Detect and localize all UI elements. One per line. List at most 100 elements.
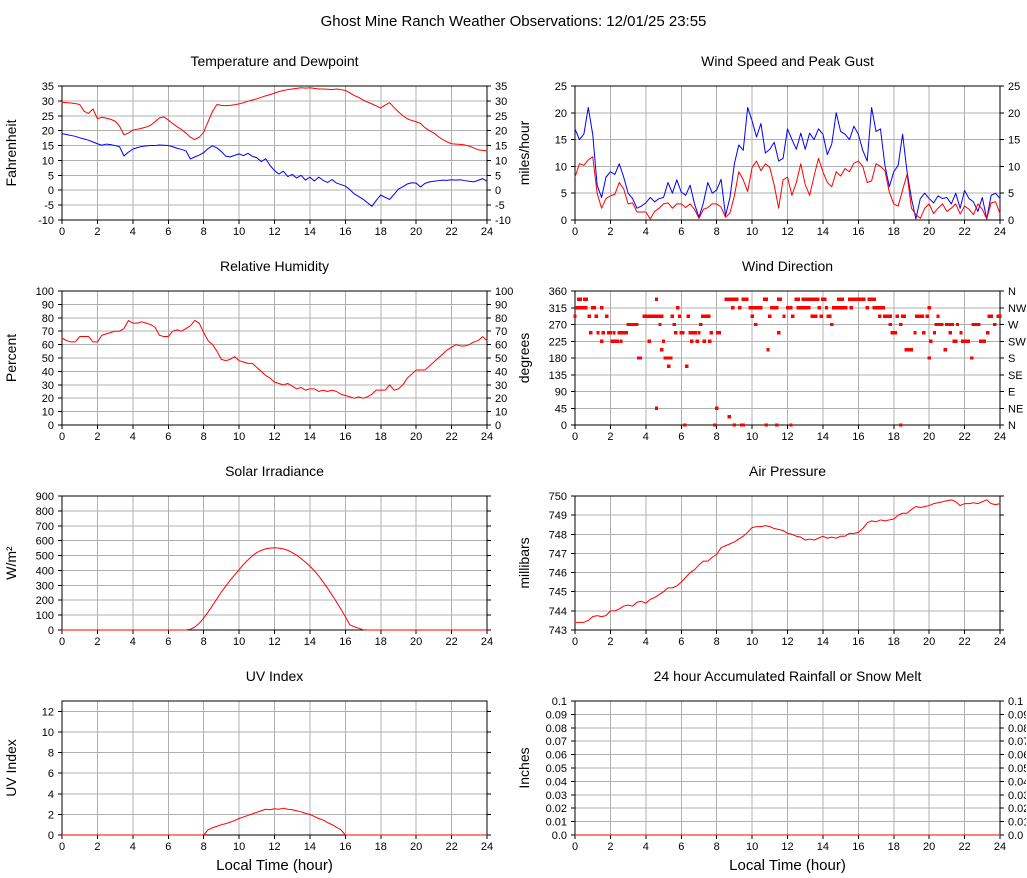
- x-tick-label: 4: [130, 226, 136, 238]
- chart-solar-irradiance: 0 2 4 6 8 10 12 14 16 18 20 22 24 0 100 200 300 400 500 600…: [0, 452, 513, 657]
- chart-wind-speed-gust: 0 2 4 6 8 10 12 14 16 18 20 22 24 0 0 5 5 10 10 15 15 20 20 25 2…: [513, 42, 1027, 247]
- x-tick-label: 8: [201, 226, 207, 238]
- x-tick-label: 22: [958, 226, 970, 238]
- x-tick-label: 20: [923, 226, 935, 238]
- y-tick-label: 20: [555, 108, 567, 120]
- grid-lines: [61, 290, 488, 426]
- y-tick-label: 0: [561, 420, 567, 432]
- x-tick-label: 16: [852, 226, 864, 238]
- chart-temperature-dewpoint: 0 2 4 6 8 10 12 14 16 18 20 22 24 -10 -10 -5 -5 0 0 5 5 10 10 1…: [0, 42, 513, 247]
- x-tick-label: 14: [304, 841, 316, 853]
- series-peak-gust: [574, 106, 1001, 220]
- x-tick-label: 18: [888, 226, 900, 238]
- x-tick-label: 18: [375, 636, 387, 648]
- y-tick-label: 0.05: [546, 763, 567, 775]
- x-tick-label: 10: [746, 431, 758, 443]
- y-axis-title: W/m²: [3, 546, 19, 580]
- rainfall-plot: 0246810121416182022240.00.00.010.010.020…: [516, 668, 1026, 874]
- plot-border: [61, 290, 488, 426]
- grid-lines: [574, 495, 1001, 631]
- right-tick-label: 20: [495, 393, 507, 405]
- chart-title: Relative Humidity: [220, 258, 329, 274]
- y-tick-label: 749: [549, 510, 567, 522]
- right-tick-label: -5: [495, 200, 505, 212]
- x-tick-label: 14: [304, 636, 316, 648]
- x-tick-label: 22: [958, 431, 970, 443]
- chart-title: Temperature and Dewpoint: [190, 53, 358, 69]
- x-tick-label: 22: [445, 636, 457, 648]
- chart-air-pressure: 0 2 4 6 8 10 12 14 16 18 20 22 24 743 744 745 746 747 748 7…: [513, 452, 1027, 657]
- chart-wind-direction: 0 2 4 6 8 10 12 14 16 18 20 22 24 0 N 45 NE 90 E 135 SE 180 S 2…: [513, 247, 1027, 452]
- y-tick-label: 60: [42, 340, 54, 352]
- y-tick-label: 0.01: [546, 817, 567, 829]
- x-tick-label: 24: [994, 431, 1006, 443]
- chart-title: Wind Speed and Peak Gust: [701, 53, 874, 69]
- x-tick-label: 16: [339, 431, 351, 443]
- y-tick-label: 6: [48, 768, 54, 780]
- right-tick-label: 0.1: [1008, 696, 1023, 708]
- y-axis-title: Fahrenheit: [3, 119, 19, 186]
- chart-uv-index: 0 2 4 6 8 10 12 14 16 18 20 22 24 0 2 4 6 8 10 12 UV Index UV…: [0, 657, 513, 878]
- right-tick-label: 40: [495, 366, 507, 378]
- x-tick-label: 8: [201, 636, 207, 648]
- right-tick-label: SE: [1008, 370, 1023, 382]
- plot-border: [61, 85, 488, 221]
- axis-labels: 0 2 4 6 8 10 12 14 16 18 20 22 247437447457467477487…: [549, 491, 1006, 648]
- chart-title: UV Index: [246, 668, 304, 684]
- x-tick-label: 20: [410, 841, 422, 853]
- x-tick-label: 6: [678, 226, 684, 238]
- x-tick-label: 20: [923, 431, 935, 443]
- x-tick-label: 22: [445, 431, 457, 443]
- y-tick-label: 745: [549, 587, 567, 599]
- x-tick-label: 4: [130, 636, 136, 648]
- x-tick-label: 14: [817, 636, 829, 648]
- y-tick-label: 20: [42, 126, 54, 138]
- x-tick-label: 6: [165, 841, 171, 853]
- x-tick-label: 18: [375, 841, 387, 853]
- y-tick-label: 12: [42, 706, 54, 718]
- x-axis-title: Local Time (hour): [729, 857, 846, 874]
- x-tick-label: 2: [94, 841, 100, 853]
- chart-title: 24 hour Accumulated Rainfall or Snow Mel…: [654, 668, 922, 684]
- x-tick-label: 24: [481, 636, 493, 648]
- y-tick-label: 400: [36, 565, 54, 577]
- right-tick-label: N: [1008, 420, 1016, 432]
- x-tick-label: 2: [607, 226, 613, 238]
- right-tick-label: -10: [495, 215, 511, 227]
- solar-irradiance-plot: 0 2 4 6 8 10 12 14 16 18 20 22 240100200300400500600…: [3, 463, 493, 648]
- y-tick-label: 10: [42, 407, 54, 419]
- right-tick-label: 10: [495, 407, 507, 419]
- y-tick-label: 748: [549, 529, 567, 541]
- x-tick-label: 4: [643, 226, 649, 238]
- y-tick-label: 225: [549, 336, 567, 348]
- x-tick-label: 0: [572, 841, 578, 853]
- right-tick-label: 25: [1008, 81, 1020, 93]
- x-tick-label: 10: [746, 841, 758, 853]
- y-tick-label: 0.06: [546, 750, 567, 762]
- x-tick-label: 2: [94, 431, 100, 443]
- y-tick-label: 90: [42, 299, 54, 311]
- x-tick-label: 22: [958, 636, 970, 648]
- y-tick-label: 10: [555, 161, 567, 173]
- y-tick-label: 0.1: [552, 696, 567, 708]
- x-tick-label: 18: [888, 431, 900, 443]
- temperature-dewpoint-plot: 0 2 4 6 8 10 12 14 16 18 20 22 24-10 -10-5 -50 05 510 101…: [3, 53, 511, 238]
- right-tick-label: 30: [495, 380, 507, 392]
- x-tick-label: 8: [714, 841, 720, 853]
- y-tick-label: 8: [48, 748, 54, 760]
- plot-border: [574, 290, 1001, 426]
- y-axis-title: millibars: [516, 537, 532, 588]
- x-tick-label: 10: [746, 636, 758, 648]
- right-tick-label: 0.04: [1008, 776, 1026, 788]
- y-tick-label: 35: [42, 81, 54, 93]
- grid-lines: [574, 700, 1001, 836]
- x-tick-label: 24: [994, 636, 1006, 648]
- right-tick-label: 0: [495, 185, 501, 197]
- y-tick-label: 0.07: [546, 736, 567, 748]
- right-tick-label: 0.03: [1008, 790, 1026, 802]
- y-tick-label: 30: [42, 380, 54, 392]
- y-tick-label: 900: [36, 491, 54, 503]
- x-tick-label: 8: [201, 431, 207, 443]
